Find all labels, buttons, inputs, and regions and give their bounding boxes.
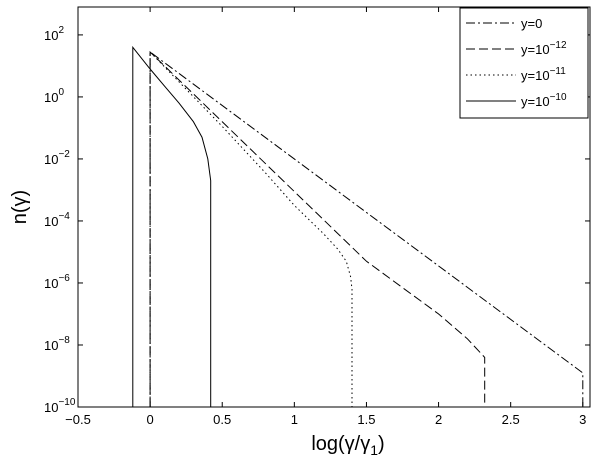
series-line-1 [149, 50, 486, 407]
x-tick-label-0: −0.5 [65, 412, 91, 427]
series-lines [132, 45, 584, 407]
legend-entry-1: y=10−12 [521, 40, 567, 57]
y-tick-label-5: 10−8 [44, 335, 70, 353]
series-line-3 [132, 45, 212, 407]
y-tick-label-1: 100 [44, 87, 64, 105]
legend-entry-0: y=0 [521, 16, 542, 31]
x-tick-label-3: 1 [291, 412, 298, 427]
legend-box [459, 7, 589, 119]
legend: y=0 y=10−12 y=10−11 y=10−10 [459, 7, 589, 119]
x-tick-label-1: 0 [146, 412, 153, 427]
legend-entry-2: y=10−11 [521, 66, 566, 83]
y-tick-label-2: 10−2 [44, 149, 70, 167]
x-axis-title: log(γ/γ1) [311, 433, 384, 458]
y-tick-label-0: 102 [44, 25, 64, 43]
y-tick-label-6: 10−10 [44, 397, 76, 415]
x-tick-label-5: 2 [435, 412, 442, 427]
y-tick-label-3: 10−4 [44, 211, 70, 229]
plot-frame [77, 6, 591, 408]
legend-entry-3: y=10−10 [521, 92, 567, 109]
y-axis-title: n(γ) [9, 190, 31, 224]
x-tick-label-2: 0.5 [213, 412, 231, 427]
x-tick-label-4: 1.5 [357, 412, 375, 427]
y-tick-label-4: 10−6 [44, 273, 70, 291]
x-tick-label-6: 2.5 [502, 412, 520, 427]
x-tick-label-7: 3 [579, 412, 586, 427]
series-line-2 [149, 50, 353, 407]
axis-ticks: −0.5 0 0.5 1 1.5 2 2.5 3 102 100 10−2 10−4 10−6 10−8 1… [44, 7, 590, 427]
